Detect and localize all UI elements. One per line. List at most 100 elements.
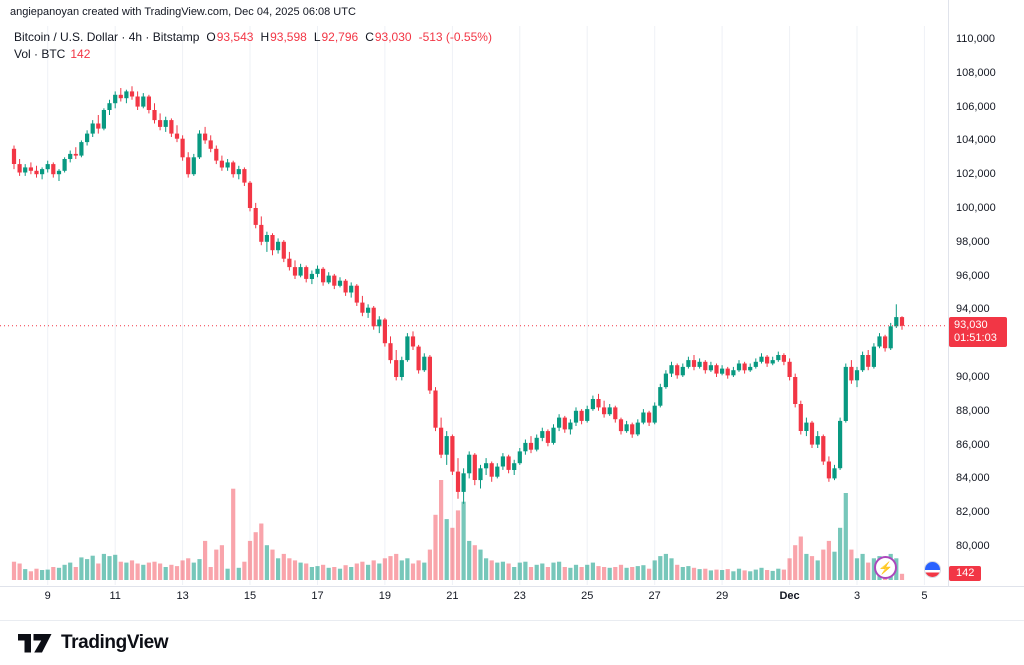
volume-bar	[23, 569, 28, 580]
price-axis[interactable]: 110,000 108,000 106,000 104,000 102,000 100,0…	[949, 0, 1024, 586]
volume-bar	[124, 562, 129, 580]
price-tick-label: 98,000	[956, 235, 990, 248]
volume-bar	[158, 563, 163, 580]
low-label: L	[313, 30, 321, 44]
footer-bar: TradingView	[0, 620, 1024, 665]
chart-canvas[interactable]	[0, 0, 948, 586]
lightning-icon[interactable]: ⚡	[874, 556, 897, 579]
candle	[101, 108, 106, 131]
candle	[366, 304, 371, 318]
globe-icon[interactable]	[924, 561, 941, 578]
volume-label: Vol · BTC	[14, 47, 66, 61]
candle	[40, 167, 45, 180]
volume-bar	[573, 564, 579, 580]
candle	[371, 306, 376, 330]
volume-bar	[590, 562, 595, 580]
candle	[860, 351, 865, 372]
time-tick-label: 17	[311, 590, 324, 602]
volume-bar	[585, 564, 590, 580]
candle	[85, 130, 90, 146]
volume-bar	[309, 567, 314, 580]
candle	[725, 366, 730, 379]
volume-bar	[849, 549, 854, 580]
volume-bar	[658, 556, 663, 580]
candle	[579, 409, 584, 425]
candle	[96, 115, 101, 134]
volume-bar	[484, 558, 489, 580]
candle	[703, 360, 708, 374]
volume-bar	[163, 567, 168, 580]
candle	[427, 355, 432, 394]
volume-bar	[860, 553, 865, 580]
tradingview-wordmark[interactable]: TradingView	[61, 632, 169, 653]
volume-bar	[697, 569, 702, 580]
candle	[152, 103, 157, 124]
candle	[113, 91, 118, 109]
candle	[360, 295, 365, 317]
price-tick-label: 86,000	[956, 438, 990, 451]
candle	[748, 363, 753, 372]
candle	[231, 160, 236, 178]
candle	[613, 405, 618, 423]
candle	[652, 402, 657, 425]
volume-bar	[854, 558, 860, 580]
volume-bar	[506, 563, 511, 580]
volume-bar	[821, 549, 826, 580]
candle	[208, 135, 213, 153]
close-value: 93,030	[374, 30, 412, 44]
tradingview-logo-icon[interactable]	[18, 631, 52, 656]
volume-bar	[809, 556, 815, 580]
candle	[899, 316, 905, 330]
time-axis[interactable]: 9 11 13 15 17 19 21 23 25 27 29 Dec 3 5	[0, 587, 948, 615]
candle	[450, 434, 455, 475]
candle	[883, 334, 888, 352]
candle	[736, 360, 742, 372]
candle	[759, 353, 764, 364]
volume-bar	[708, 570, 713, 580]
candle	[292, 260, 298, 279]
candle	[714, 363, 719, 377]
volume-bar	[51, 567, 56, 580]
volume-bar	[11, 561, 17, 580]
volume-bar	[630, 567, 635, 580]
candle	[630, 422, 635, 438]
candle	[731, 366, 736, 377]
volume-bar	[641, 565, 646, 580]
bar-countdown: 01:51:03	[954, 331, 997, 344]
volume-bar	[753, 569, 758, 580]
volume-bar	[236, 567, 241, 580]
candle	[697, 358, 702, 369]
candle	[242, 167, 247, 186]
candle	[259, 216, 264, 246]
time-tick-label: 11	[109, 590, 121, 602]
volume-bar	[607, 567, 612, 580]
volume-bar	[79, 557, 84, 580]
candle	[410, 331, 416, 350]
last-price-value: 93,030	[954, 318, 988, 331]
volume-bar	[523, 561, 528, 580]
volume-bar	[832, 551, 837, 580]
high-label: H	[260, 30, 270, 44]
volume-bar	[287, 558, 292, 580]
candle	[894, 304, 899, 328]
volume-bar	[326, 567, 331, 580]
price-tick-label: 94,000	[956, 303, 990, 316]
price-tick-label: 90,000	[956, 371, 990, 383]
candle	[107, 99, 112, 115]
volume-bar	[28, 571, 33, 580]
candle	[455, 458, 461, 499]
candle	[495, 463, 500, 479]
candle	[512, 459, 517, 475]
candle	[236, 165, 241, 180]
candle	[433, 387, 438, 432]
volume-bar	[253, 532, 258, 580]
volume-bar	[472, 545, 477, 580]
candle	[158, 113, 163, 131]
candle	[264, 231, 269, 252]
volume-bar	[113, 554, 118, 580]
candle	[11, 145, 17, 170]
candle	[545, 429, 550, 447]
symbol-title[interactable]: Bitcoin / U.S. Dollar · 4h · Bitstamp	[14, 30, 200, 44]
candle	[686, 356, 691, 369]
volume-bar	[427, 549, 432, 580]
